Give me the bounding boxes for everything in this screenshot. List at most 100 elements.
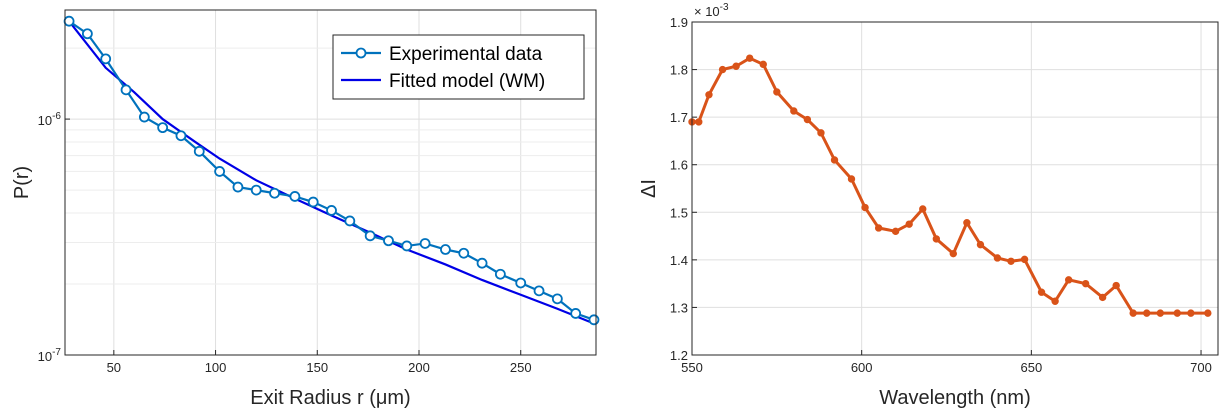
experimental-data-point (120, 84, 132, 96)
experimental-data-point (157, 122, 169, 134)
delta-i-point (905, 220, 913, 228)
delta-i-point (1051, 297, 1059, 305)
right-series-layer (688, 54, 1212, 317)
legend-label-fitted: Fitted model (WM) (389, 71, 545, 92)
delta-i-point (718, 65, 727, 74)
left-x-tick-label: 150 (306, 360, 328, 375)
delta-i-point (773, 88, 781, 96)
experimental-data-point (515, 277, 527, 289)
right-x-ticks: 550 600 650 700 (681, 350, 1212, 375)
delta-i-point (847, 175, 856, 183)
experimental-data-point (307, 196, 319, 208)
right-y-ticks: 1.2 1.3 1.4 1.5 1.6 1.7 1.8 1.9 (670, 15, 697, 363)
right-y-tick-label: 1.6 (670, 158, 688, 173)
left-x-tick-label: 50 (107, 360, 121, 375)
right-x-tick-label: 650 (1021, 360, 1043, 375)
delta-i-point (1143, 309, 1151, 317)
experimental-data-point (494, 268, 506, 280)
legend: Experimental data Fitted model (WM) (332, 34, 585, 100)
left-x-axis-label: Exit Radius r (μm) (250, 387, 410, 409)
right-y-tick-label: 1.5 (670, 205, 688, 220)
experimental-data-point (63, 15, 75, 27)
right-y-tick-label: 1.2 (670, 348, 688, 363)
right-chart: 550 600 650 700 1.2 1.3 1.4 1.5 1.6 1.7 1.8 1.9 × … (638, 2, 1219, 409)
experimental-data-point (232, 181, 244, 193)
delta-i-point (732, 62, 740, 70)
left-series-layer (63, 15, 600, 326)
right-y-tick-label: 1.9 (670, 15, 688, 30)
experimental-data-point (193, 145, 205, 157)
delta-i-point (1129, 309, 1137, 317)
right-x-tick-label: 550 (681, 360, 703, 375)
delta-i-point (803, 115, 812, 124)
delta-i-point (1037, 288, 1046, 296)
experimental-data-point (458, 247, 470, 259)
delta-i-point (1064, 276, 1073, 284)
delta-i-point (1112, 281, 1120, 290)
legend-label-experimental: Experimental data (389, 44, 543, 65)
delta-i-point (745, 54, 754, 62)
experimental-data-point (100, 53, 112, 65)
delta-i-point (790, 107, 798, 115)
right-x-axis-label: Wavelength (nm) (879, 387, 1031, 409)
right-y-tick-label: 1.4 (670, 253, 688, 268)
left-y-tick-label: 10-7 (38, 347, 62, 364)
experimental-data-point (383, 235, 394, 247)
experimental-data-point (81, 28, 93, 40)
right-grid (691, 21, 1218, 356)
left-x-ticks: 50 100 150 200 250 (107, 350, 532, 375)
left-x-tick-label: 250 (510, 360, 532, 375)
experimental-data-point (401, 240, 413, 252)
delta-i-point (830, 156, 839, 164)
delta-i-point (891, 227, 900, 236)
delta-i-point (695, 118, 703, 126)
experimental-data-point (214, 166, 226, 177)
right-y-tick-label: 1.8 (670, 63, 688, 78)
right-y-axis-label: ΔI (638, 179, 660, 198)
delta-i-point (1098, 293, 1107, 302)
delta-i-point (949, 249, 958, 258)
left-x-tick-label: 100 (205, 360, 227, 375)
delta-i-point (993, 254, 1002, 262)
experimental-data-point (138, 111, 150, 123)
experimental-data-point (588, 314, 600, 326)
delta-i-point (705, 91, 713, 99)
right-x-tick-label: 600 (851, 360, 873, 375)
left-x-tick-label: 200 (408, 360, 430, 375)
left-y-axis-label: P(r) (11, 166, 33, 199)
delta-i-point (817, 129, 825, 137)
left-y-ticks: 10-7 10-6 (38, 111, 70, 364)
left-axes-frame (64, 9, 597, 356)
delta-i-point (1187, 309, 1195, 317)
experimental-data-point (250, 184, 262, 196)
right-y-tick-label: 1.3 (670, 300, 688, 315)
left-y-tick-label: 10-6 (38, 111, 62, 128)
delta-i-point (1020, 255, 1029, 264)
left-chart: 50 100 150 200 250 10-7 10-6 Exit Radius r (μ… (11, 9, 600, 409)
experimental-data-point (440, 244, 451, 255)
experimental-data-point (570, 308, 582, 319)
delta-i-point (759, 60, 767, 69)
delta-i-point (919, 205, 927, 213)
experimental-data-point (344, 215, 356, 227)
delta-i-line (692, 56, 1208, 315)
delta-i-point (1204, 309, 1212, 317)
experimental-data-point (289, 191, 301, 202)
experimental-data-point (269, 187, 280, 199)
delta-i-point (1007, 257, 1015, 265)
experimental-data-point (175, 130, 187, 142)
experimental-data-point (326, 205, 337, 216)
experimental-data-point (419, 238, 431, 249)
delta-i-point (1081, 279, 1090, 288)
delta-i-point (1173, 309, 1181, 317)
delta-i-point (963, 219, 971, 227)
experimental-data-point (533, 285, 545, 297)
delta-i-point (932, 235, 941, 243)
experimental-data-point (364, 230, 376, 242)
experimental-data-point (476, 257, 488, 269)
experimental-data-point (551, 293, 563, 305)
right-axes-frame (691, 21, 1219, 356)
y-exponent-label: × 10-3 (694, 2, 729, 19)
delta-i-point (1156, 309, 1165, 317)
